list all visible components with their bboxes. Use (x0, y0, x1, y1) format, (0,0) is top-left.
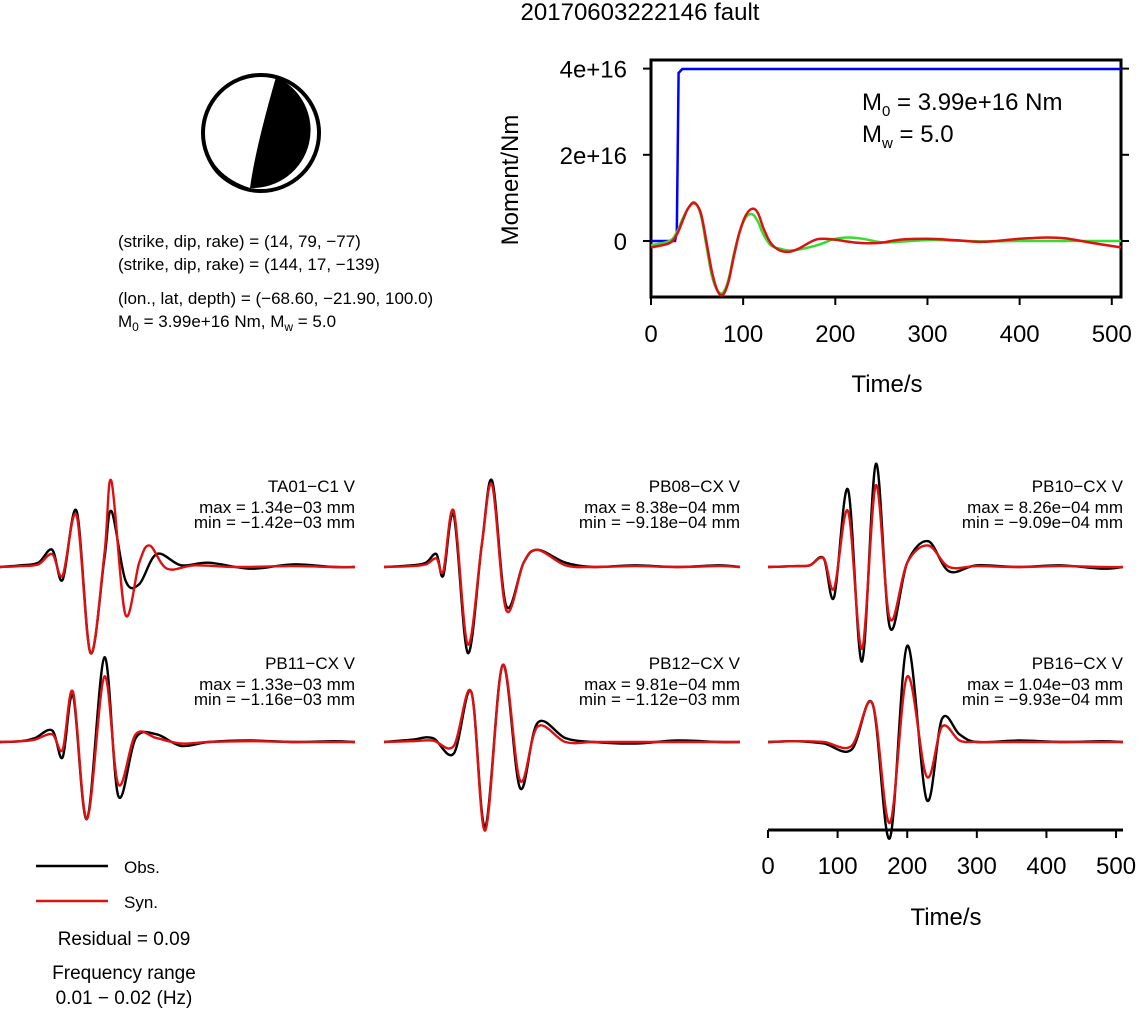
m0-value: = 3.99e+16 Nm, M (139, 312, 285, 331)
waveform-syn (767, 484, 1124, 650)
station-name: PB10−CX V (1032, 477, 1124, 496)
figure-title: 20170603222146 fault (521, 0, 760, 26)
mechanism-line-1: (strike, dip, rake) = (14, 79, −77) (118, 232, 361, 251)
moment-xlabel: Time/s (851, 371, 922, 398)
waveform-xtick-label: 300 (957, 853, 997, 880)
station-max: max = 1.34e−03 mm (199, 498, 355, 517)
station-max: max = 1.33e−03 mm (199, 675, 355, 694)
moment-xtick-label: 300 (907, 321, 947, 348)
mechanism-line-4: M0 = 3.99e+16 Nm, Mw = 5.0 (118, 312, 336, 334)
moment-xtick-label: 200 (815, 321, 855, 348)
station-max: max = 9.81e−04 mm (584, 675, 740, 694)
frequency-range-label: Frequency range (52, 963, 196, 984)
moment-series-group (650, 67, 1122, 297)
moment-ytick-label: 4e+16 (560, 57, 627, 84)
station-name: PB12−CX V (649, 654, 741, 673)
m0-annotation-value: = 3.99e+16 Nm (890, 89, 1062, 116)
station-min: min = −9.09e−04 mm (962, 513, 1123, 532)
mw-subscript: w (283, 320, 293, 334)
waveform-syn (383, 482, 741, 646)
legend-syn-label: Syn. (124, 893, 158, 912)
station-min: min = −1.12e−03 mm (579, 690, 740, 709)
waveform-xtick-label: 100 (818, 853, 858, 880)
m0-annotation-sub: 0 (882, 103, 890, 120)
station-name: PB08−CX V (649, 477, 741, 496)
station-max: max = 8.26e−04 mm (967, 498, 1123, 517)
moment-series-line-1 (650, 200, 1121, 295)
m0-annotation-symbol: M (862, 89, 882, 116)
station-min: min = −1.42e−03 mm (194, 513, 355, 532)
moment-xtick-label: 400 (1000, 321, 1040, 348)
mw-annotation-symbol: M (862, 121, 882, 148)
mw-annotation-sub: w (881, 135, 893, 152)
station-min: min = −1.16e−03 mm (194, 690, 355, 709)
waveform-obs (0, 508, 356, 655)
moment-xtick-label: 0 (644, 321, 657, 348)
frequency-range-value: 0.01 − 0.02 (Hz) (56, 988, 193, 1009)
station-name: TA01−C1 V (268, 477, 356, 496)
moment-panel: 0 100 200 300 400 500 0 2e+16 4e+16 Moment/Nm Ti… (497, 57, 1132, 398)
moment-series-line-2 (650, 201, 1122, 297)
moment-m0-annotation: M0 = 3.99e+16 Nm (862, 89, 1062, 120)
moment-plot-frame (649, 58, 1123, 299)
waveform-syn (0, 478, 356, 655)
moment-axes: 0 100 200 300 400 500 0 2e+16 4e+16 (560, 57, 1132, 348)
m0-symbol: M (118, 312, 132, 331)
waveform-time-axis: 0 100 200 300 400 500 (761, 828, 1136, 880)
moment-xtick-label: 500 (1092, 321, 1132, 348)
waveform-xtick-label: 200 (887, 853, 927, 880)
waveform-xtick-label: 500 (1096, 853, 1136, 880)
m0-subscript: 0 (132, 320, 139, 334)
waveform-xtick-label: 400 (1026, 853, 1066, 880)
station-name: PB11−CX V (265, 654, 356, 673)
legend-obs-label: Obs. (124, 858, 160, 877)
moment-xtick-label: 100 (723, 321, 763, 348)
station-name: PB16−CX V (1032, 654, 1124, 673)
station-max: max = 1.04e−03 mm (967, 675, 1123, 694)
beachball-icon (201, 73, 321, 193)
residual-text: Residual = 0.09 (58, 929, 191, 950)
moment-ylabel: Moment/Nm (497, 115, 524, 246)
waveform-syn (767, 675, 1123, 825)
mw-value: = 5.0 (293, 312, 336, 331)
waveform-xtick-label: 0 (761, 853, 774, 880)
waveform-syn (0, 675, 355, 821)
moment-ytick-label: 0 (614, 229, 627, 256)
legend: Obs. Syn. (36, 858, 160, 912)
station-min: min = −9.93e−04 mm (962, 690, 1123, 709)
moment-ytick-label: 2e+16 (560, 143, 627, 170)
station-max: max = 8.38e−04 mm (584, 498, 740, 517)
mechanism-line-3: (lon., lat, depth) = (−68.60, −21.90, 10… (118, 289, 433, 308)
moment-mw-annotation: Mw = 5.0 (862, 121, 954, 152)
mechanism-line-2: (strike, dip, rake) = (144, 17, −139) (118, 255, 380, 274)
mw-annotation-value: = 5.0 (893, 121, 954, 148)
waveform-xlabel: Time/s (910, 904, 981, 931)
waveform-syn (383, 663, 740, 832)
station-min: min = −9.18e−04 mm (579, 513, 740, 532)
